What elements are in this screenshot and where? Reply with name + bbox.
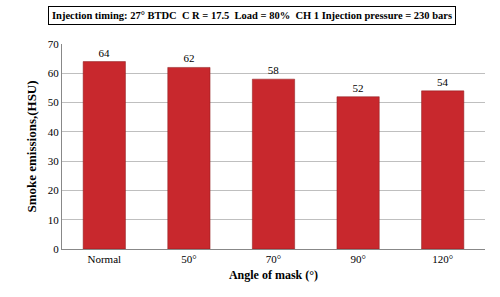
svg-text:54: 54	[437, 76, 449, 88]
svg-text:Normal: Normal	[87, 253, 121, 265]
svg-text:60: 60	[48, 67, 60, 79]
svg-text:70: 70	[48, 38, 60, 50]
svg-text:90°: 90°	[350, 253, 365, 265]
svg-text:0: 0	[53, 243, 59, 255]
svg-text:Injection timing: 27° BTDC C: Injection timing: 27° BTDC C R = 17.5 Lo…	[52, 10, 452, 21]
svg-text:Smoke emissions,(HSU): Smoke emissions,(HSU)	[24, 80, 39, 212]
svg-text:10: 10	[48, 214, 60, 226]
svg-text:Angle of mask (°): Angle of mask (°)	[229, 268, 318, 282]
svg-text:52: 52	[353, 82, 364, 94]
svg-text:58: 58	[268, 64, 280, 76]
svg-text:20: 20	[48, 184, 60, 196]
svg-text:70°: 70°	[266, 253, 281, 265]
svg-text:62: 62	[183, 52, 194, 64]
svg-text:64: 64	[99, 47, 111, 59]
svg-text:50: 50	[48, 96, 60, 108]
svg-text:50°: 50°	[181, 253, 196, 265]
svg-text:40: 40	[48, 126, 60, 138]
svg-text:30: 30	[48, 155, 60, 167]
svg-text:120°: 120°	[432, 253, 453, 265]
